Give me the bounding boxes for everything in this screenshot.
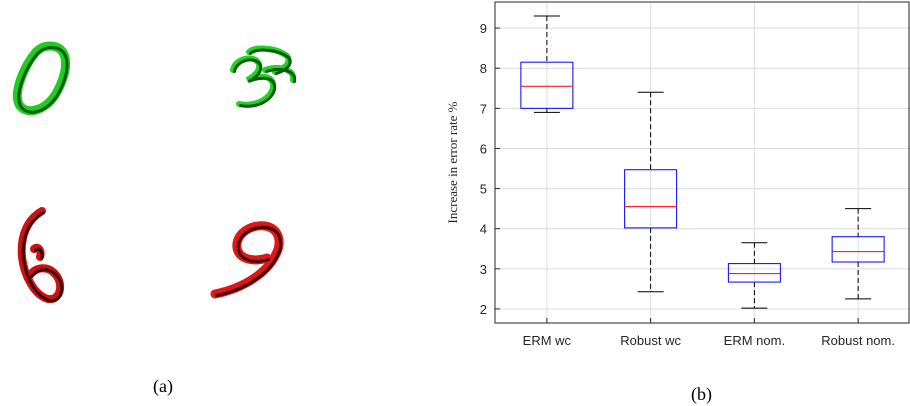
x-tick-label: Robust wc — [620, 333, 681, 348]
y-tick-label: 3 — [480, 262, 487, 277]
boxplot-chart: 2 3 4 5 6 7 8 9 ERM wc Robust wc ERM nom. Robust no… — [445, 1, 910, 348]
x-tick-label: ERM wc — [523, 333, 572, 348]
y-tick-label: 6 — [480, 141, 487, 156]
x-tick-label: Robust nom. — [821, 333, 895, 348]
y-tick-label: 7 — [480, 101, 487, 116]
digit-3-image — [230, 45, 297, 108]
y-axis-label: Increase in error rate % — [445, 101, 460, 223]
box-4 — [831, 236, 885, 263]
caption-a: (a) — [153, 376, 173, 396]
box-2 — [624, 169, 678, 229]
plot-frame — [494, 1, 910, 324]
y-tick-label: 8 — [480, 61, 487, 76]
digit-samples-panel: (a) — [0, 0, 330, 406]
grid-layer — [495, 2, 910, 323]
y-tick-label: 2 — [480, 302, 487, 317]
y-tick-label: 4 — [480, 222, 487, 237]
y-tick-label: 9 — [480, 21, 487, 36]
y-tick-label: 5 — [480, 182, 487, 197]
boxes-layer — [520, 15, 885, 309]
box-3 — [727, 263, 781, 283]
x-tick-label: ERM nom. — [724, 333, 785, 348]
digit-9-image — [210, 221, 284, 299]
tick-labels-layer: 2 3 4 5 6 7 8 9 ERM wc Robust wc ERM nom. Robust no… — [480, 21, 895, 348]
digit-6-image — [17, 207, 65, 304]
caption-b: (b) — [691, 384, 712, 404]
digit-0-image — [12, 41, 71, 116]
box-1 — [520, 61, 574, 109]
axis-layer — [494, 1, 910, 324]
